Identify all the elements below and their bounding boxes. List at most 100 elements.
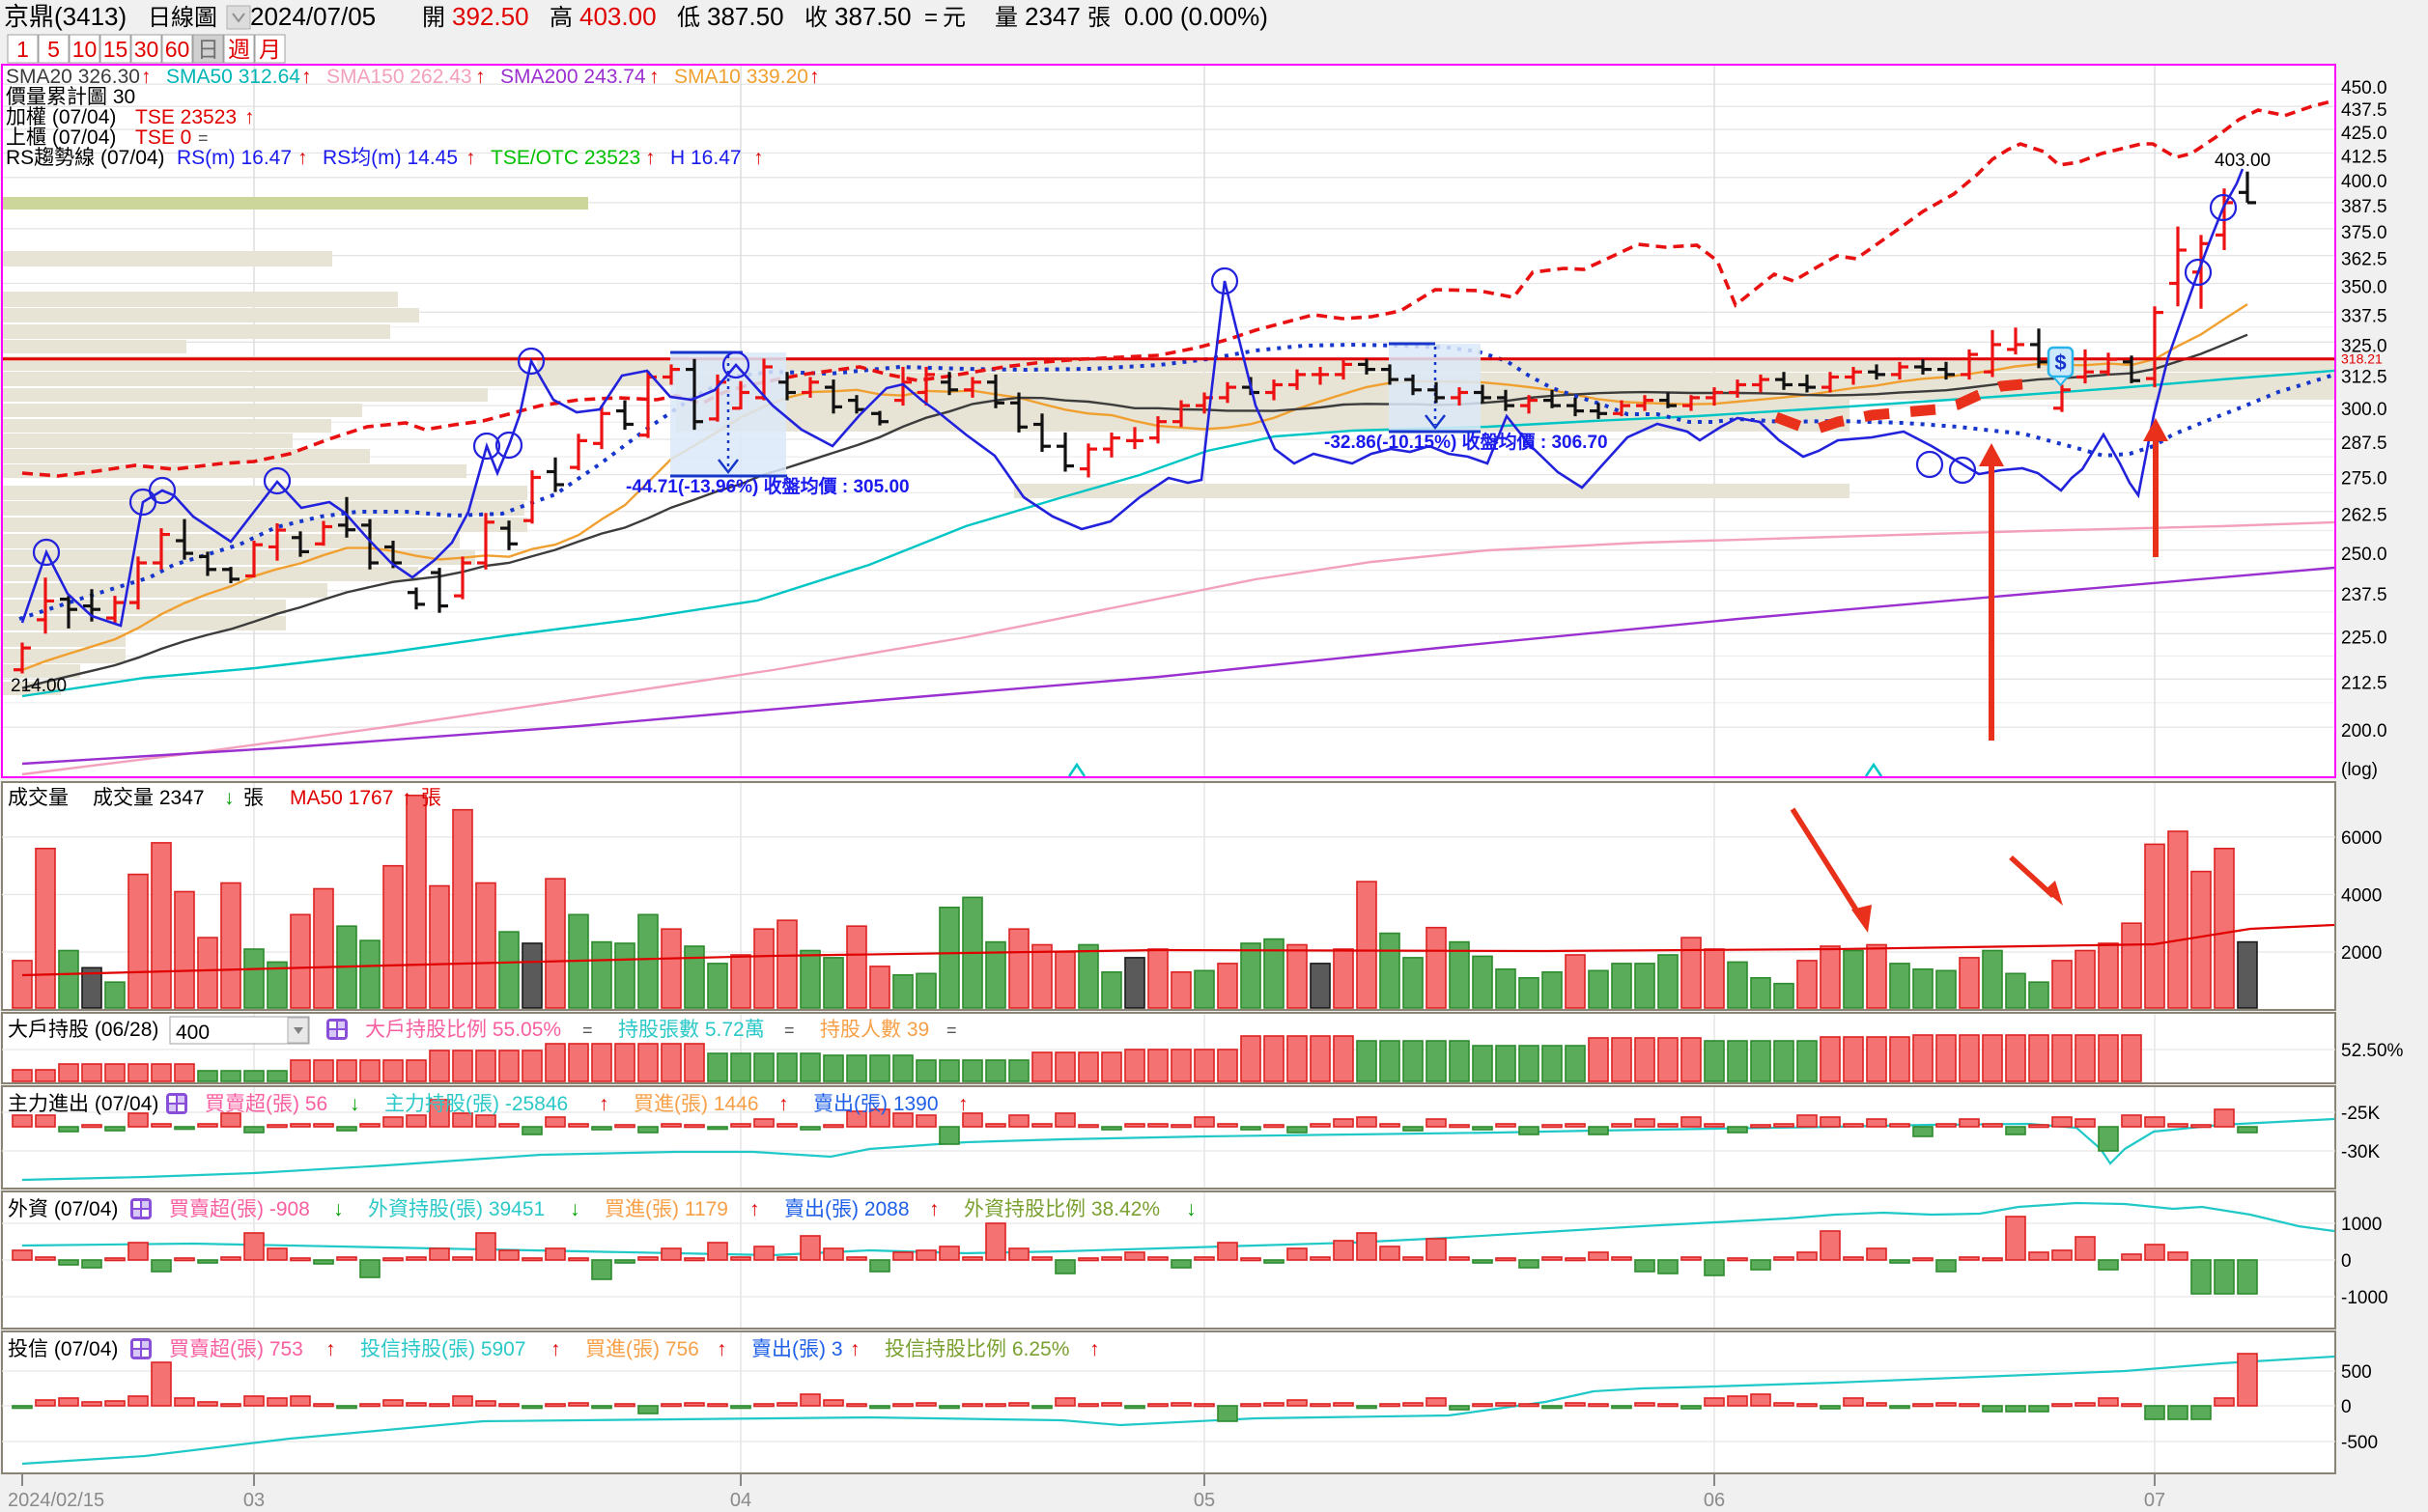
svg-text:投信 (07/04): 投信 (07/04) xyxy=(8,1338,118,1360)
svg-text:2024/02/15: 2024/02/15 xyxy=(8,1490,104,1511)
svg-text:元: 元 xyxy=(943,5,966,31)
svg-text:↑: ↑ xyxy=(297,147,308,169)
svg-text:賣出(張) 1390: 賣出(張) 1390 xyxy=(813,1093,939,1115)
svg-text:收: 收 xyxy=(805,5,828,31)
svg-text:低: 低 xyxy=(677,5,700,31)
svg-text:外資持股(張) 39451: 外資持股(張) 39451 xyxy=(368,1198,545,1220)
svg-text:買賣超(張) 753: 買賣超(張) 753 xyxy=(169,1338,303,1360)
svg-text:0: 0 xyxy=(2341,1397,2352,1417)
svg-text:07: 07 xyxy=(2144,1490,2165,1511)
svg-text:212.5: 212.5 xyxy=(2341,673,2387,693)
svg-text:↓: ↓ xyxy=(570,1198,580,1220)
svg-text:-32.86(-10.15%) 收盤均價 : 306.70: -32.86(-10.15%) 收盤均價 : 306.70 xyxy=(1324,431,1608,453)
svg-text:賣出(張) 2088: 賣出(張) 2088 xyxy=(784,1198,910,1220)
svg-text:250.0: 250.0 xyxy=(2341,545,2387,565)
svg-text:1000: 1000 xyxy=(2341,1215,2382,1235)
svg-text:↑: ↑ xyxy=(244,106,255,128)
svg-text:主力持股(張) -25846: 主力持股(張) -25846 xyxy=(384,1093,568,1115)
svg-text:200.0: 200.0 xyxy=(2341,721,2387,742)
svg-text:350.0: 350.0 xyxy=(2341,277,2387,297)
svg-text:持股張數 5.72萬: 持股張數 5.72萬 xyxy=(618,1019,765,1041)
svg-text:06: 06 xyxy=(1704,1490,1725,1511)
svg-text:237.5: 237.5 xyxy=(2341,585,2387,605)
svg-text:0: 0 xyxy=(2341,1251,2352,1272)
svg-text:5: 5 xyxy=(47,37,60,62)
svg-text:-1000: -1000 xyxy=(2341,1288,2388,1308)
svg-text:425.0: 425.0 xyxy=(2341,124,2387,144)
svg-text:外資 (07/04): 外資 (07/04) xyxy=(8,1198,118,1220)
svg-text:=: = xyxy=(582,1021,593,1040)
svg-text:↑: ↑ xyxy=(749,1198,760,1220)
svg-text:H 16.47: H 16.47 xyxy=(670,147,742,169)
svg-text:275.0: 275.0 xyxy=(2341,469,2387,490)
svg-text:↑: ↑ xyxy=(402,787,412,809)
svg-text:375.0: 375.0 xyxy=(2341,223,2387,243)
svg-text:SMA20 326.30: SMA20 326.30 xyxy=(6,66,140,88)
svg-text:投信持股比例 6.25%: 投信持股比例 6.25% xyxy=(885,1338,1069,1360)
svg-text:↓: ↓ xyxy=(1186,1198,1197,1220)
svg-text:外資持股比例 38.42%: 外資持股比例 38.42% xyxy=(964,1198,1160,1220)
svg-text:=: = xyxy=(946,1021,957,1040)
svg-text:337.5: 337.5 xyxy=(2341,306,2387,326)
svg-text:買進(張) 1179: 買進(張) 1179 xyxy=(605,1198,728,1220)
svg-text:-44.71(-13.96%) 收盤均價 : 305.00: -44.71(-13.96%) 收盤均價 : 305.00 xyxy=(626,475,910,497)
svg-text:↓: ↓ xyxy=(333,1198,344,1220)
svg-text:-500: -500 xyxy=(2341,1433,2378,1453)
svg-text:高: 高 xyxy=(550,5,573,31)
svg-text:成交量 2347: 成交量 2347 xyxy=(93,787,205,809)
svg-text:262.5: 262.5 xyxy=(2341,506,2387,526)
svg-text:392.50: 392.50 xyxy=(452,2,529,31)
svg-text:上櫃 (07/04): 上櫃 (07/04) xyxy=(6,126,116,149)
svg-text:225.0: 225.0 xyxy=(2341,628,2387,648)
svg-text:60: 60 xyxy=(165,37,190,62)
svg-text:↓: ↓ xyxy=(350,1093,360,1115)
svg-text:400.0: 400.0 xyxy=(2341,172,2387,192)
svg-text:↑: ↑ xyxy=(645,147,656,169)
svg-text:↑: ↑ xyxy=(753,147,764,169)
svg-text:30: 30 xyxy=(134,37,159,62)
svg-text:TSE/OTC 23523: TSE/OTC 23523 xyxy=(491,147,640,169)
svg-text:=: = xyxy=(198,128,209,148)
svg-text:403.00: 403.00 xyxy=(2215,151,2271,171)
svg-text:↓: ↓ xyxy=(224,787,235,809)
svg-text:=: = xyxy=(784,1021,795,1040)
svg-text:0.00 (0.00%): 0.00 (0.00%) xyxy=(1124,2,1268,31)
svg-text:$: $ xyxy=(2054,350,2066,375)
svg-text:05: 05 xyxy=(1194,1490,1215,1511)
svg-text:京鼎(3413): 京鼎(3413) xyxy=(4,2,127,31)
svg-text:1: 1 xyxy=(16,37,29,62)
svg-text:↑: ↑ xyxy=(141,66,152,88)
svg-text:412.5: 412.5 xyxy=(2341,148,2387,168)
svg-text:15: 15 xyxy=(103,37,128,62)
svg-text:2000: 2000 xyxy=(2341,943,2382,964)
svg-text:SMA150 262.43: SMA150 262.43 xyxy=(326,66,472,88)
svg-text:10: 10 xyxy=(72,37,98,62)
svg-text:04: 04 xyxy=(730,1490,751,1511)
svg-text:↑: ↑ xyxy=(778,1093,789,1115)
svg-text:↑: ↑ xyxy=(599,1093,609,1115)
svg-text:買賣超(張) 56: 買賣超(張) 56 xyxy=(205,1093,327,1115)
svg-text:362.5: 362.5 xyxy=(2341,250,2387,270)
svg-text:加權 (07/04): 加權 (07/04) xyxy=(6,106,116,128)
svg-text:月: 月 xyxy=(259,37,281,62)
svg-text:↑: ↑ xyxy=(475,66,486,88)
svg-text:買進(張) 1446: 買進(張) 1446 xyxy=(634,1093,759,1115)
svg-text:↑: ↑ xyxy=(809,66,820,88)
svg-text:↑: ↑ xyxy=(1089,1338,1100,1360)
svg-text:成交量: 成交量 xyxy=(8,787,69,809)
svg-text:↑: ↑ xyxy=(301,66,312,88)
svg-text:張: 張 xyxy=(243,787,264,809)
svg-text:-25K: -25K xyxy=(2341,1104,2380,1124)
svg-text:主力進出 (07/04): 主力進出 (07/04) xyxy=(8,1093,158,1115)
svg-text:312.5: 312.5 xyxy=(2341,368,2387,388)
svg-text:403.00: 403.00 xyxy=(579,2,657,31)
svg-text:RS趨勢線 (07/04): RS趨勢線 (07/04) xyxy=(6,147,165,169)
svg-text:價量累計圖 30: 價量累計圖 30 xyxy=(6,86,135,108)
svg-text:↑: ↑ xyxy=(850,1338,861,1360)
svg-text:450.0: 450.0 xyxy=(2341,78,2387,98)
svg-text:387.50: 387.50 xyxy=(834,2,912,31)
svg-text:張: 張 xyxy=(1087,5,1111,31)
svg-text:持股人數 39: 持股人數 39 xyxy=(820,1019,929,1041)
svg-text:TSE 23523: TSE 23523 xyxy=(135,106,237,128)
svg-text:2024/07/05: 2024/07/05 xyxy=(250,2,376,31)
